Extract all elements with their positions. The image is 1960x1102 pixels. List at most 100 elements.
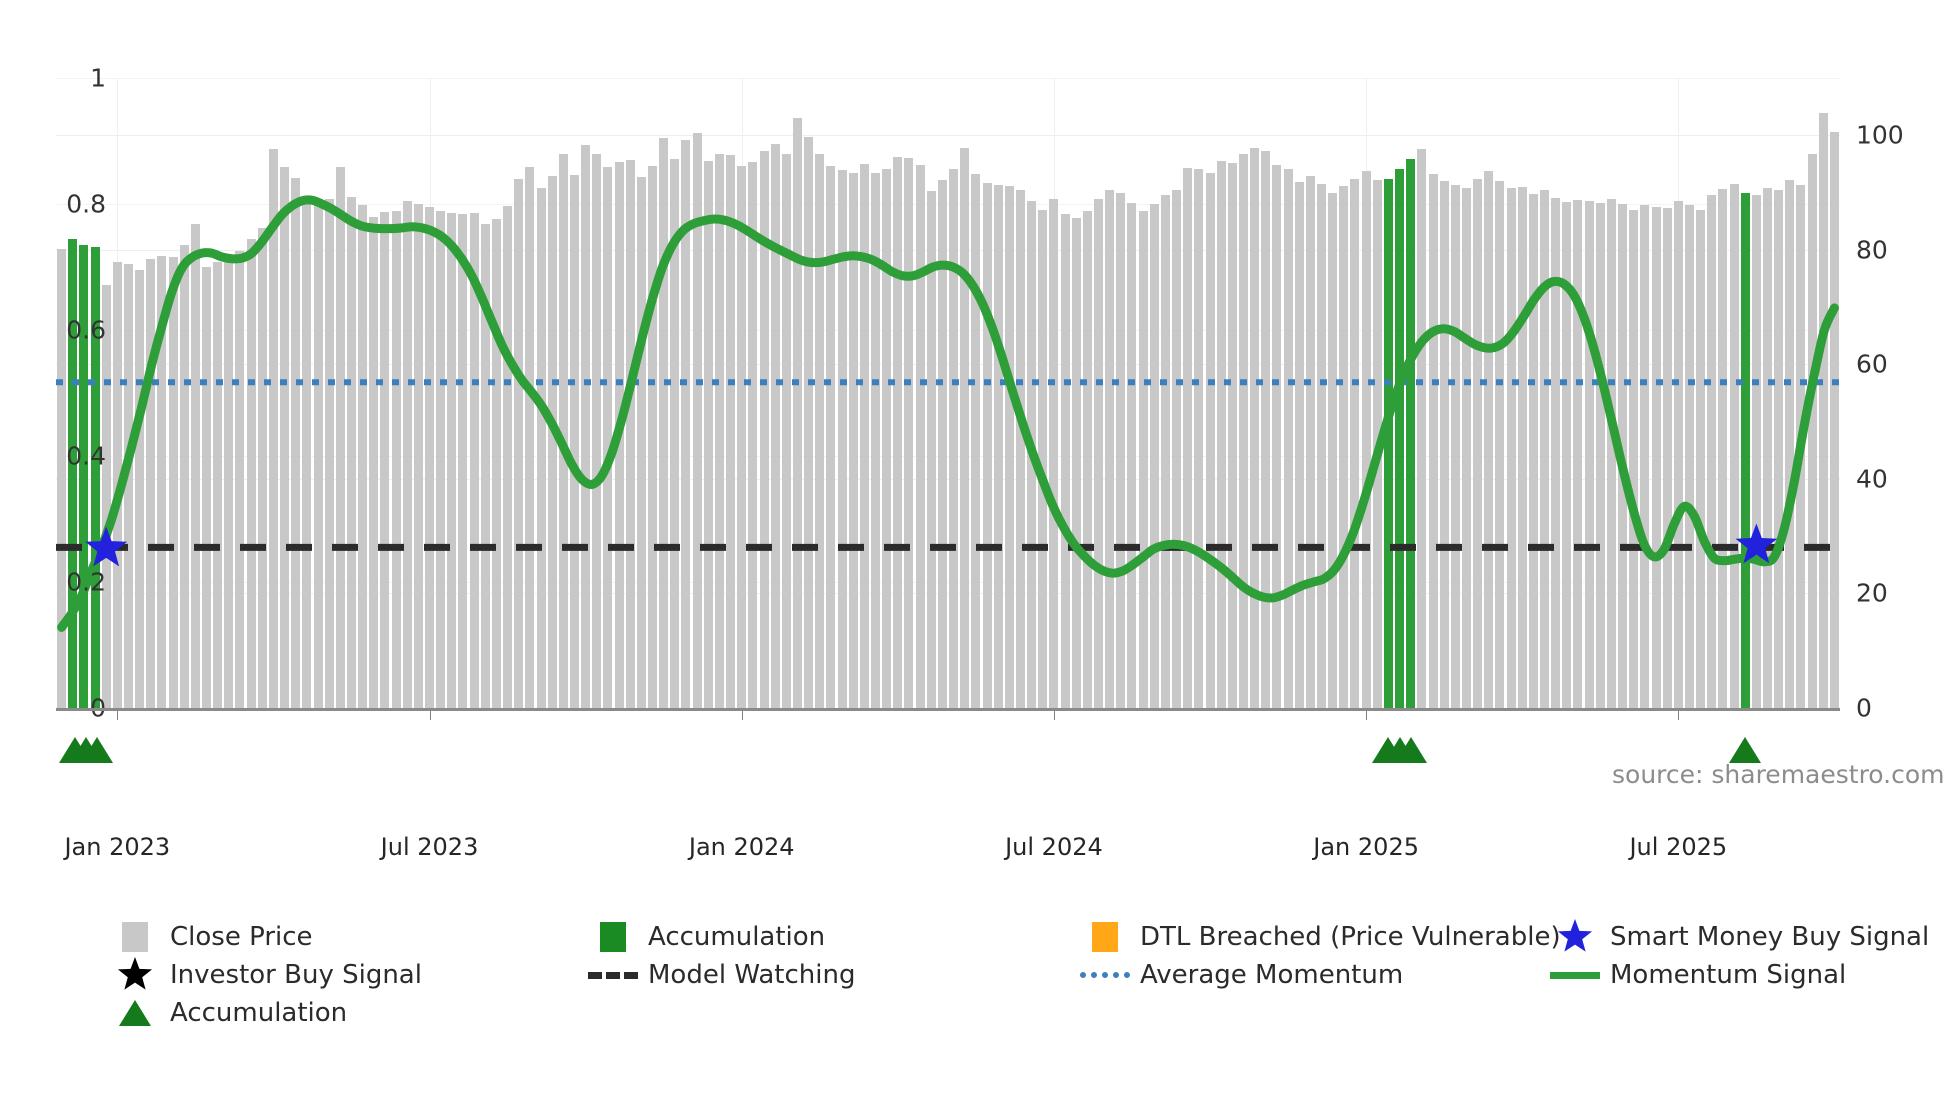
legend-item[interactable]: Accumulation xyxy=(108,994,347,1032)
close-price-bar xyxy=(1528,193,1538,708)
color-swatch xyxy=(1092,922,1118,952)
close-price-bar xyxy=(960,147,970,708)
star-glyph xyxy=(117,957,153,990)
close-price-swatch xyxy=(108,922,162,952)
close-price-bar xyxy=(1205,172,1215,708)
close-price-bar xyxy=(937,180,947,708)
right-axis-tick-label: 80 xyxy=(1856,235,1888,265)
legend-item[interactable]: DTL Breached (Price Vulnerable) xyxy=(1078,918,1561,956)
close-price-bar xyxy=(1818,112,1828,708)
legend-item[interactable]: Investor Buy Signal xyxy=(108,956,422,994)
legend-item-label: Model Watching xyxy=(648,960,856,990)
close-price-bar xyxy=(257,227,267,708)
star-icon xyxy=(1548,919,1602,952)
close-price-bar xyxy=(1718,188,1728,708)
close-price-bar xyxy=(1751,195,1761,708)
gridline xyxy=(56,364,1840,366)
close-price-bar xyxy=(157,255,167,708)
triangle-up-icon xyxy=(108,998,162,1028)
legend-item-label: Average Momentum xyxy=(1140,960,1404,990)
x-axis-tick-label[interactable]: Jan 2025 xyxy=(1313,833,1419,861)
close-price-bar xyxy=(168,256,178,708)
close-price-bar xyxy=(659,137,669,708)
close-price-bar xyxy=(480,223,490,708)
chart-legend: Close Price Accumulation DTL Breached (Pri… xyxy=(0,918,1960,1032)
close-price-bar xyxy=(859,163,869,708)
close-price-bar xyxy=(993,185,1003,708)
close-price-bar xyxy=(1829,131,1839,708)
close-price-bar xyxy=(648,165,658,708)
accumulation-swatch xyxy=(586,922,640,952)
x-axis-tick-mark xyxy=(429,711,431,720)
close-price-bar xyxy=(1673,201,1683,708)
close-price-bar xyxy=(1149,204,1159,708)
close-price-bar xyxy=(335,167,345,708)
legend-row-3: Accumulation xyxy=(0,994,1960,1032)
legend-row-2: Investor Buy Signal Model Watching Average… xyxy=(0,956,1960,994)
legend-item[interactable]: Average Momentum xyxy=(1078,956,1403,994)
close-price-bar xyxy=(1785,180,1795,708)
close-price-bar xyxy=(291,177,301,708)
close-price-bar xyxy=(1584,200,1594,708)
x-axis-tick-label[interactable]: Jan 2024 xyxy=(688,833,795,861)
close-price-bar xyxy=(1662,208,1672,708)
close-price-bar xyxy=(1807,153,1817,708)
close-price-bar xyxy=(503,205,513,708)
close-price-bar xyxy=(871,172,881,708)
close-price-bar xyxy=(1004,185,1014,708)
legend-item[interactable]: Momentum Signal xyxy=(1548,956,1846,994)
left-axis-tick-label: 1 xyxy=(90,63,106,93)
close-price-bar xyxy=(592,153,602,708)
momentum-signal-line xyxy=(57,195,1839,632)
accumulation-bar xyxy=(79,244,89,708)
close-price-bar xyxy=(380,212,390,708)
gridline xyxy=(56,593,1840,595)
close-price-bar xyxy=(569,175,579,708)
x-axis-tick-mark xyxy=(1366,711,1368,720)
legend-item[interactable]: Smart Money Buy Signal xyxy=(1548,918,1929,956)
close-price-bar xyxy=(703,160,713,708)
close-price-bar xyxy=(1450,185,1460,708)
x-axis-tick-label[interactable]: Jul 2023 xyxy=(380,833,479,861)
close-price-bar xyxy=(804,136,814,708)
close-price-bar xyxy=(781,153,791,708)
close-price-bar xyxy=(1216,160,1226,708)
close-price-bar xyxy=(1684,204,1694,708)
legend-item[interactable]: Model Watching xyxy=(586,956,855,994)
x-axis-tick-mark xyxy=(1053,711,1055,720)
close-price-bar xyxy=(1484,170,1494,708)
accumulation-bar xyxy=(1406,158,1416,708)
x-axis-tick-label[interactable]: Jul 2024 xyxy=(1005,833,1103,861)
legend-item-label: Investor Buy Signal xyxy=(170,960,422,990)
close-price-bar xyxy=(1651,206,1661,708)
close-price-bar xyxy=(514,178,524,708)
plot-area xyxy=(56,78,1840,708)
close-price-bar xyxy=(391,210,401,708)
close-price-bar xyxy=(1060,214,1070,708)
close-price-bar xyxy=(915,164,925,708)
dashed-line-icon xyxy=(586,960,640,990)
x-axis-line xyxy=(56,708,1840,711)
close-price-bar xyxy=(358,204,368,708)
close-price-bar xyxy=(302,202,312,708)
gridline xyxy=(56,78,1840,79)
close-price-bar xyxy=(413,204,423,708)
close-price-bar xyxy=(268,149,278,708)
close-price-bar xyxy=(1071,217,1081,708)
close-price-bar xyxy=(1049,198,1059,708)
accumulation-triangle-up-icon xyxy=(1729,737,1762,763)
x-axis-tick-label[interactable]: Jul 2025 xyxy=(1629,833,1728,861)
legend-item[interactable]: Accumulation xyxy=(586,918,825,956)
close-price-bar xyxy=(246,238,256,708)
line-glyph xyxy=(1550,971,1600,979)
star-glyph xyxy=(1557,919,1593,952)
close-price-bar xyxy=(1261,151,1271,708)
close-price-bar xyxy=(1227,163,1237,708)
close-price-bar xyxy=(581,145,591,708)
close-price-bar xyxy=(235,250,245,708)
legend-item[interactable]: Close Price xyxy=(108,918,313,956)
x-axis-tick-label[interactable]: Jan 2023 xyxy=(64,833,171,861)
color-swatch xyxy=(122,922,148,952)
close-price-bar xyxy=(1105,189,1115,708)
